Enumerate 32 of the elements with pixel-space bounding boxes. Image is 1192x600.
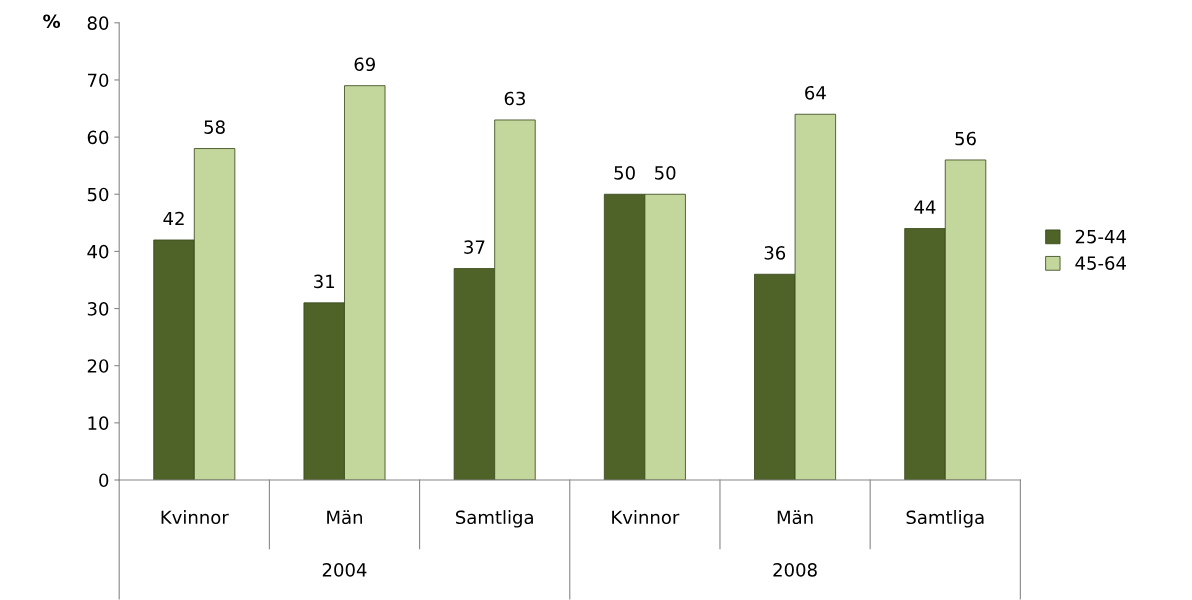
y-tick-label: 0 <box>99 473 109 488</box>
y-tick-label: 80 <box>87 16 109 30</box>
y-tick-label: 10 <box>88 416 109 430</box>
y-tick-label: 20 <box>87 359 109 373</box>
data-label: 31 <box>314 274 335 289</box>
x-tick-label: Män <box>777 510 813 525</box>
text: 2008 <box>773 563 817 577</box>
y-tick-label: 60 <box>87 130 109 145</box>
x-tick-label: Samtliga <box>455 510 533 528</box>
data-label: 69 <box>354 57 375 72</box>
data-label: 50 <box>655 165 676 180</box>
y-tick-label: 30 <box>87 302 109 316</box>
x-tick-label: Män <box>327 510 362 525</box>
y-tick-label: 70 <box>87 73 109 88</box>
data-label: 50 <box>614 165 635 180</box>
data-label: 64 <box>805 85 826 100</box>
y-tick-label: 40 <box>87 244 109 259</box>
legend-label: 25-44 <box>1075 229 1126 244</box>
data-label: 42 <box>163 211 184 226</box>
text: 2004 <box>322 563 367 577</box>
x-tick-label: Samtliga <box>906 510 984 528</box>
y-tick-label: 50 <box>87 187 109 202</box>
data-label: 56 <box>955 131 976 146</box>
data-label: 63 <box>504 91 525 106</box>
x-tick-label: Kvinnor <box>161 510 229 525</box>
y-axis-title: % <box>43 14 61 29</box>
legend-label: 45-64 <box>1075 256 1126 270</box>
data-label: 44 <box>914 200 936 214</box>
data-label: 37 <box>464 240 485 254</box>
data-label: 36 <box>764 245 786 260</box>
data-label: 58 <box>204 120 225 134</box>
x-tick-label: Kvinnor <box>612 510 680 525</box>
